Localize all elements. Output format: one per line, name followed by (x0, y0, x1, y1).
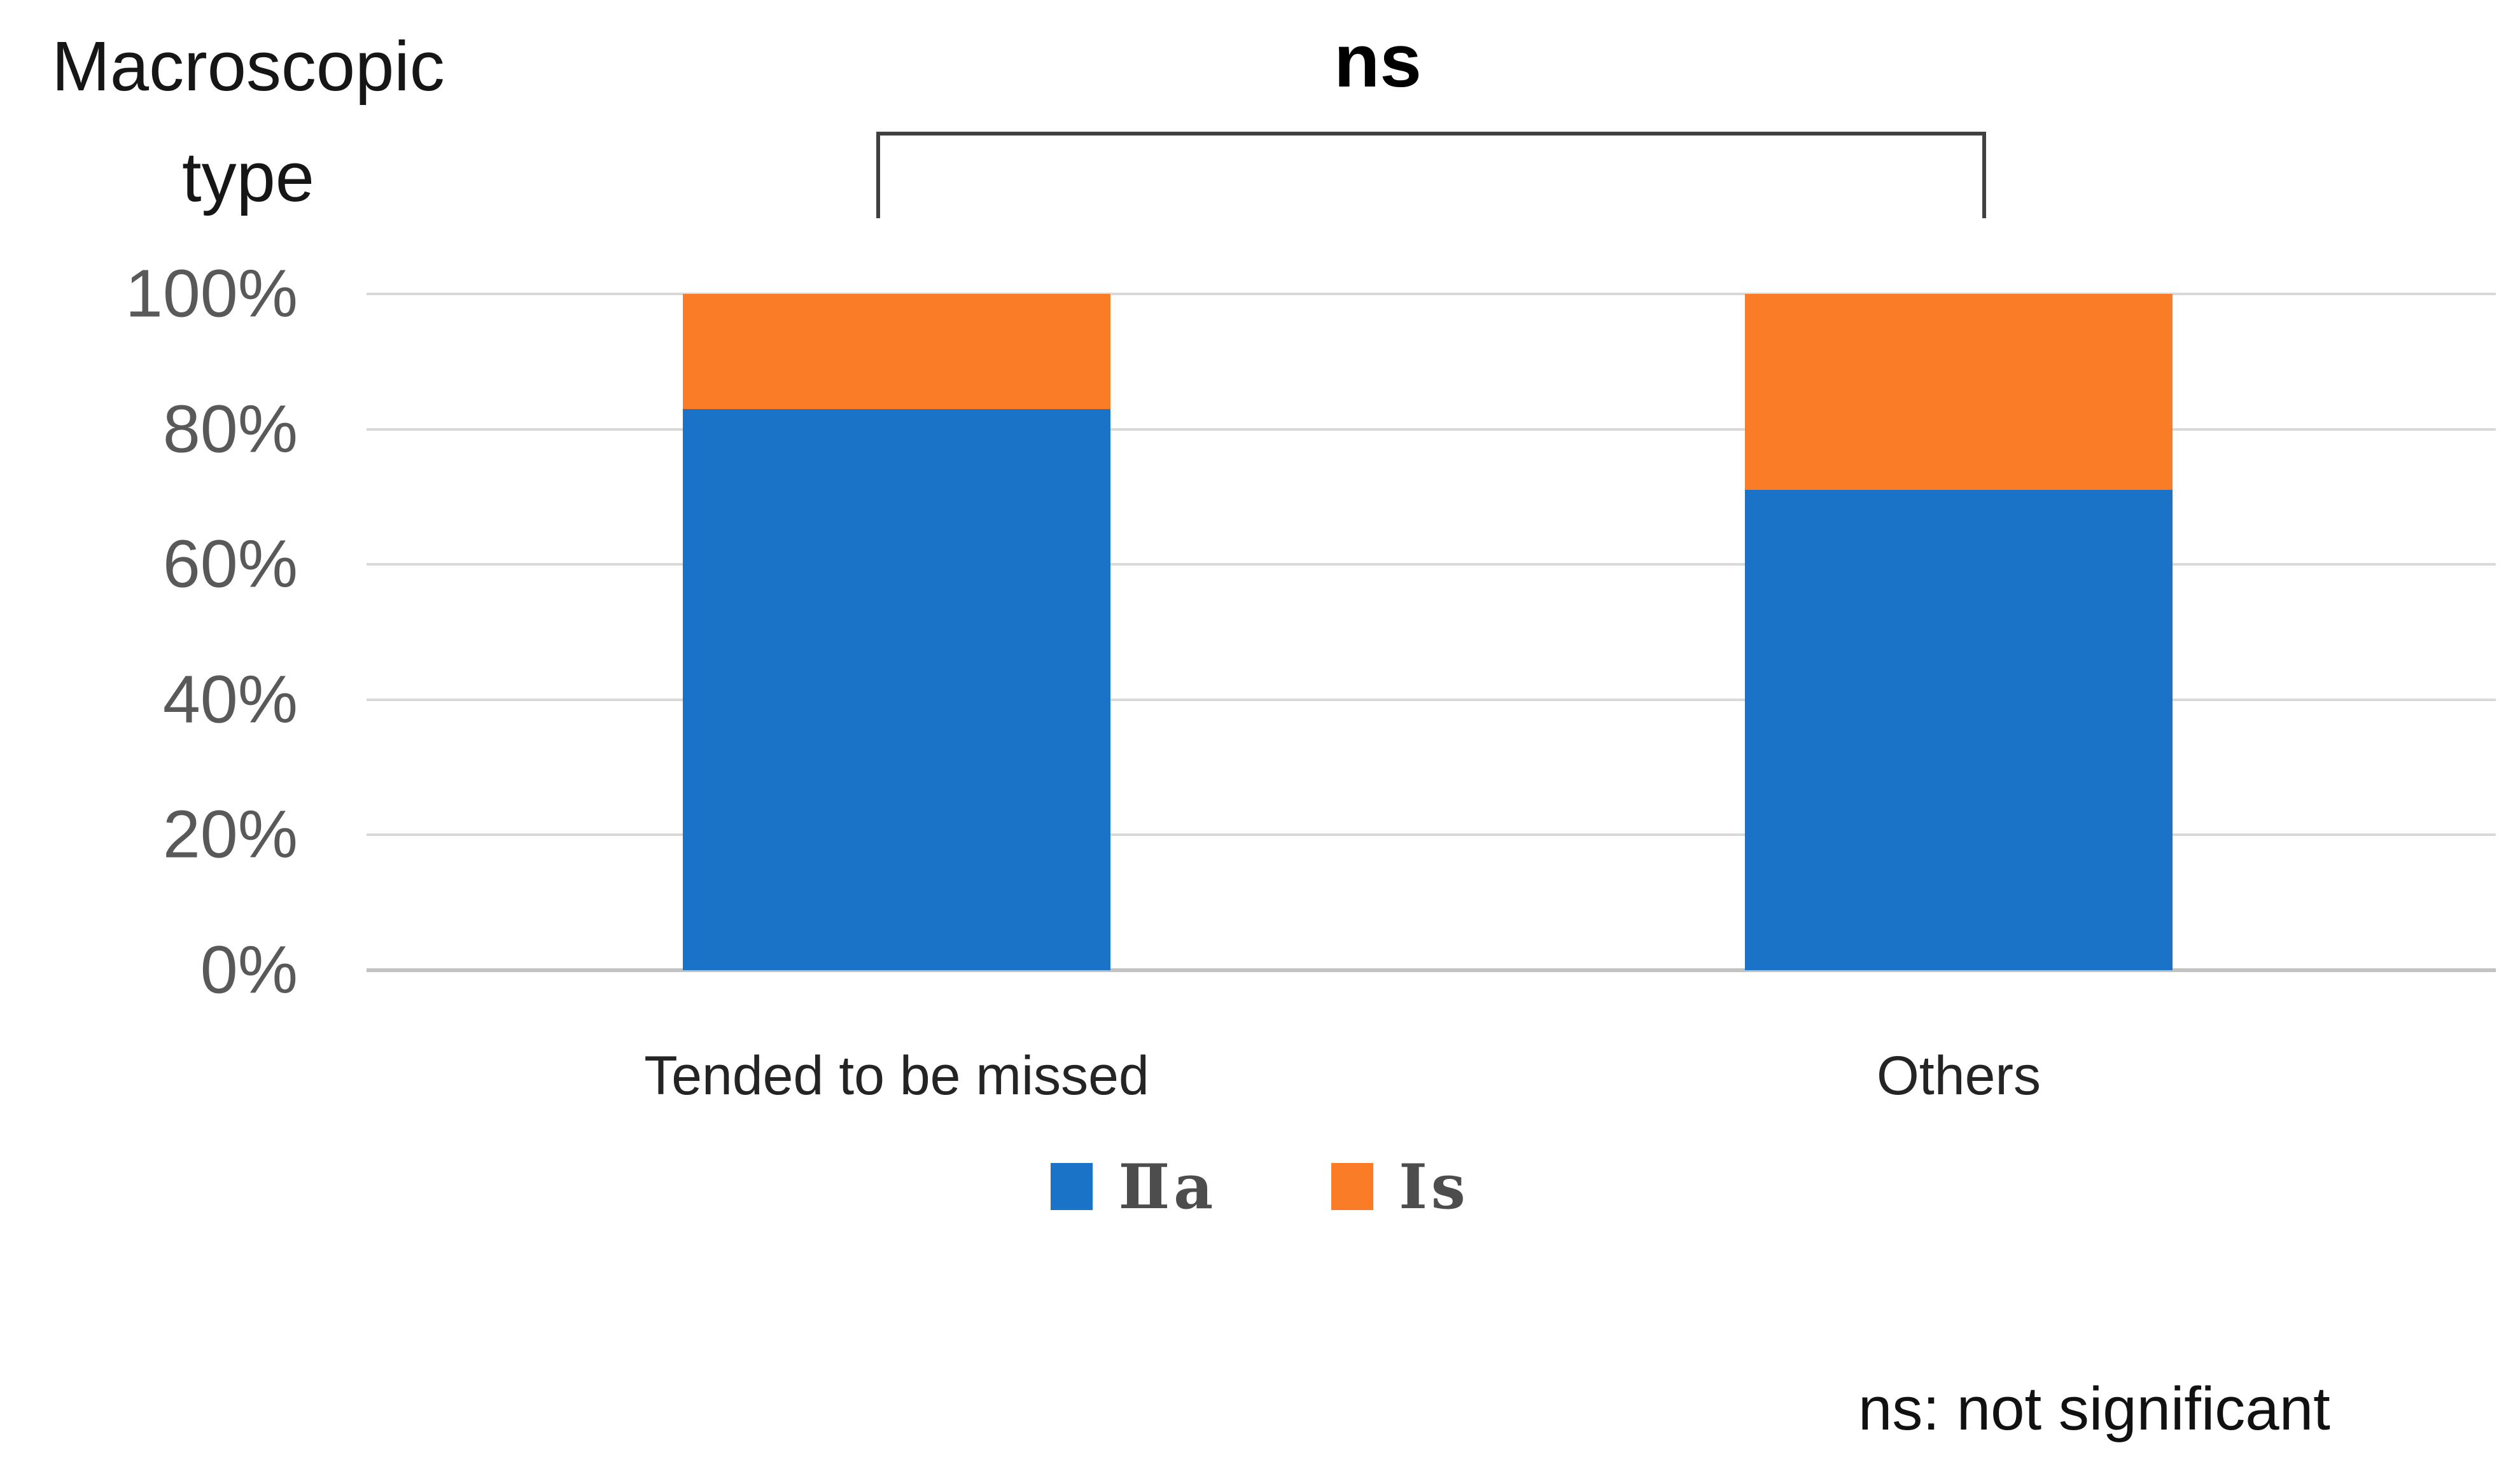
y-tick-label-80: 80% (162, 391, 298, 467)
legend-item-Is: Ⅰs (1331, 1151, 1469, 1223)
segment-Ⅱa-Others (1745, 490, 2173, 970)
gridline-60 (367, 563, 2496, 566)
x-axis-label-others: Others (1876, 1045, 2041, 1106)
legend-label-IIa: Ⅱa (1118, 1150, 1217, 1223)
y-tick-label-60: 60% (162, 526, 298, 602)
segment-Ⅰs-Tended to be missed (683, 294, 1110, 409)
y-tick-label-20: 20% (162, 797, 298, 872)
y-tick-label-100: 100% (125, 256, 298, 331)
legend-label-Is: Ⅰs (1399, 1150, 1469, 1223)
gridline-0 (367, 968, 2496, 972)
gridline-20 (367, 833, 2496, 837)
legend-item-IIa: Ⅱa (1051, 1151, 1217, 1223)
bar-tended-to-be-missed (683, 294, 1110, 970)
significance-bracket (876, 132, 1986, 218)
y-axis-title: Macroscopic type (19, 11, 477, 233)
legend: Ⅱa Ⅰs (0, 1145, 2520, 1228)
y-axis-title-line2: type (182, 137, 314, 216)
significance-label: ns (1334, 19, 1422, 103)
gridline-40 (367, 698, 2496, 701)
plot-area: 0% 20% 40% 60% 80% 100% (125, 256, 2496, 1008)
y-tick-label-0: 0% (200, 932, 298, 1008)
segment-Ⅰs-Others (1745, 294, 2173, 491)
x-axis-label-tended-to-be-missed: Tended to be missed (644, 1045, 1149, 1106)
y-axis-title-line1: Macroscopic (52, 27, 445, 106)
legend-swatch-IIa (1051, 1163, 1093, 1210)
y-tick-label-40: 40% (162, 662, 298, 737)
segment-Ⅱa-Tended to be missed (683, 408, 1110, 970)
significance-footnote: ns: not significant (1858, 1375, 2330, 1443)
legend-swatch-Is (1331, 1163, 1374, 1210)
gridline-100 (367, 293, 2496, 295)
gridline-80 (367, 428, 2496, 431)
bar-others (1745, 294, 2173, 970)
